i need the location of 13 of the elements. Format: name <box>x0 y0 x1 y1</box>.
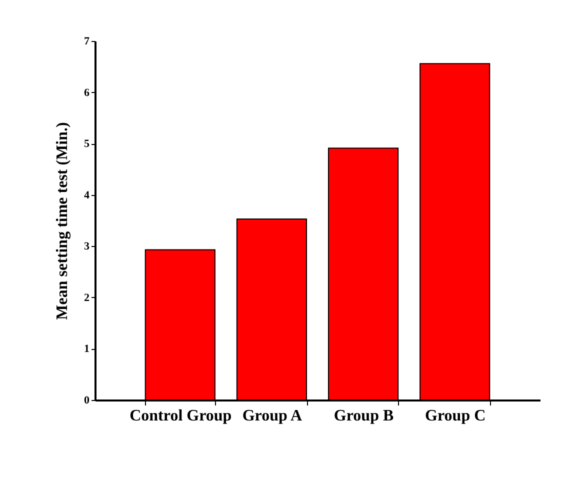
y-tick-label: 6 <box>84 86 90 99</box>
x-tick-label: Group A <box>242 408 303 424</box>
y-tick-label: 3 <box>84 240 90 253</box>
y-tick-label: 7 <box>84 36 90 48</box>
y-tick-label: 2 <box>84 292 90 304</box>
y-tick-label: 0 <box>84 394 90 406</box>
y-tick-label: 1 <box>84 343 90 356</box>
y-axis-title: Mean setting time test (Min.) <box>54 122 71 320</box>
x-tick-label: Group B <box>334 408 394 424</box>
x-tick-label: Control Group <box>130 408 232 424</box>
y-tick-label: 5 <box>84 138 90 150</box>
x-tick-label: Group C <box>425 408 486 424</box>
y-tick-label: 4 <box>84 189 90 202</box>
